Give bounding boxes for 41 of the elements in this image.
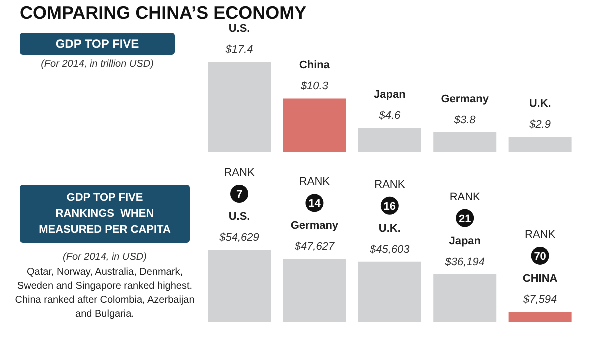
data-label: $10.3 [300, 80, 330, 93]
text: RANK 21 [450, 191, 482, 226]
x-tick-label: China [299, 60, 331, 72]
bar [283, 259, 346, 322]
x-tick-label: CHINA [522, 272, 558, 285]
annotation: RANK 70 [525, 228, 556, 263]
x-tick-label: U.S. [228, 211, 250, 223]
data-label: $36,194 [444, 256, 485, 268]
text: (For 2014, in trillion USD) [40, 59, 155, 70]
data-label: $17.4 [224, 44, 254, 56]
bar [208, 250, 272, 322]
data-label: $2.9 [528, 119, 552, 131]
x-tick-label: Japan [449, 235, 482, 248]
text: GDP TOP FIVE [20, 33, 175, 55]
chart-title: COMPARING CHINA’S ECONOMY [20, 3, 307, 24]
bar [358, 262, 422, 322]
bar [283, 98, 346, 152]
data-label: $54,629 [218, 232, 260, 244]
text: (For 2014, in USD) [62, 252, 148, 263]
x-tick-label: Germany [441, 93, 490, 106]
x-tick-label: Japan [374, 89, 406, 102]
bar [434, 274, 497, 322]
text: Qatar, Norway, Australia, Denmark, Sweden and Singapore ranked highest. China ranked after Colombia, Azerbaijan and Bulgaria. [15, 266, 195, 322]
data-label: $7,594 [522, 294, 558, 306]
x-tick-label: U.K. [529, 98, 552, 110]
data-label: $3.8 [453, 114, 477, 126]
bar [508, 137, 572, 152]
x-tick-label: U.K. [378, 222, 401, 235]
data-label: $4.6 [378, 110, 402, 122]
text: RANK 7 [224, 167, 256, 201]
bar [434, 132, 497, 152]
bar [358, 128, 422, 152]
data-label: $47,627 [294, 241, 336, 254]
text: GDP TOP FIVE RANKINGS WHEN MEASURED PER CAPITA [20, 185, 190, 243]
bar [508, 312, 572, 322]
text: RANK 16 [374, 178, 406, 213]
data-label: $45,603 [369, 244, 411, 256]
x-tick-label: U.S. [228, 23, 250, 35]
x-tick-label: Germany [290, 220, 340, 232]
bar [208, 62, 272, 152]
text: RANK 14 [299, 176, 331, 210]
